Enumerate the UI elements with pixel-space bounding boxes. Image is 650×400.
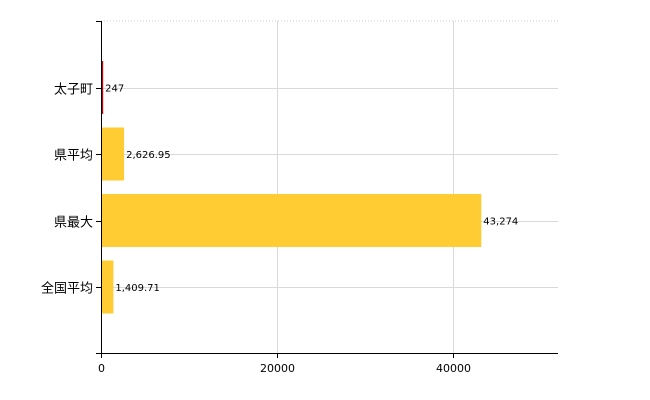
category-label: 太子町	[54, 83, 93, 98]
bar	[101, 194, 482, 247]
category-label: 全国平均	[41, 281, 93, 297]
x-tick-label: 20000	[260, 362, 295, 375]
data-label: 43,274	[483, 217, 518, 228]
gridlines	[101, 20, 558, 353]
bars	[101, 61, 482, 314]
bar	[101, 127, 125, 181]
bar	[101, 260, 114, 314]
bar	[101, 61, 104, 114]
x-tick-label: 40000	[436, 362, 471, 375]
category-label: 県最大	[54, 216, 93, 231]
data-label: 247	[105, 84, 124, 95]
axes	[96, 21, 558, 358]
x-tick-label: 0	[98, 362, 105, 375]
data-label: 1,409.71	[115, 283, 160, 294]
category-label: 県平均	[54, 149, 93, 164]
data-label: 2,626.95	[126, 150, 171, 161]
